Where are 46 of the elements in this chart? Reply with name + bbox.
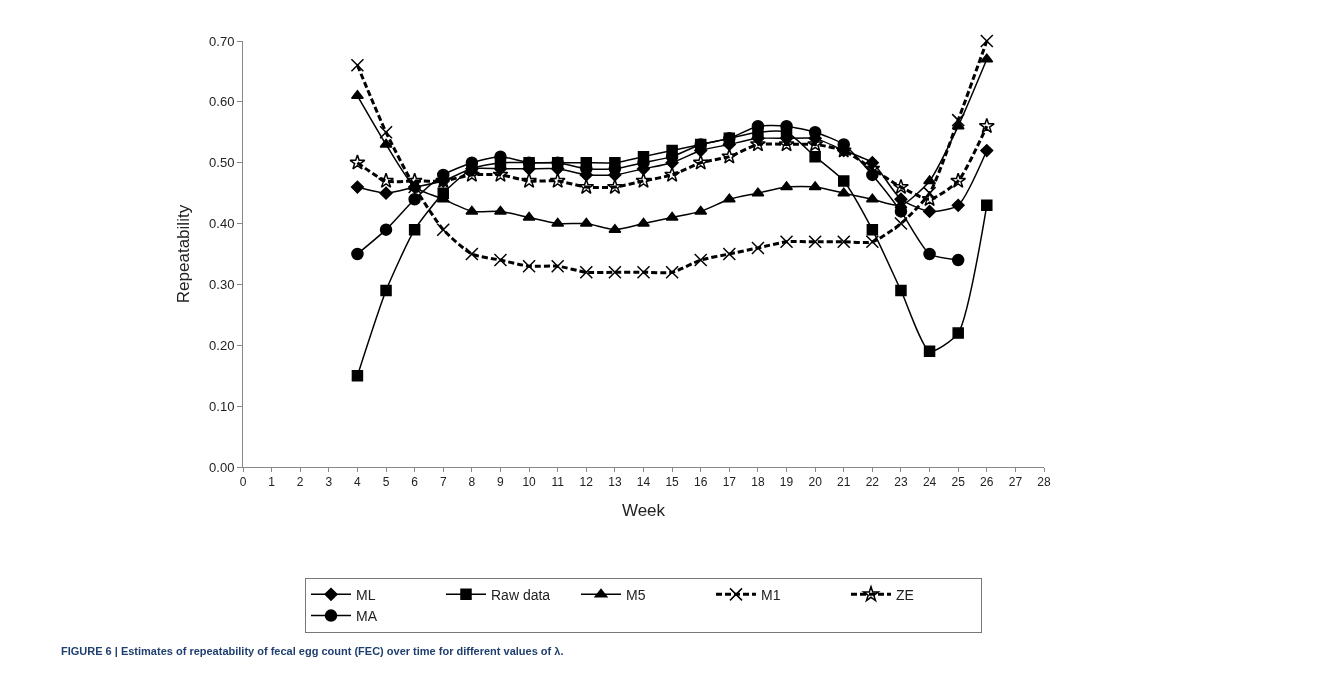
x-tick-label: 8 bbox=[468, 475, 476, 490]
x-tick-label: 26 bbox=[980, 475, 994, 490]
x-tick-label: 4 bbox=[354, 475, 362, 490]
x-tick-label: 22 bbox=[865, 475, 880, 490]
legend-label: M5 bbox=[626, 586, 646, 603]
legend-label: ZE bbox=[896, 586, 914, 603]
y-tick-label: 0.20 bbox=[209, 337, 235, 353]
y-tick-label: 0.30 bbox=[209, 276, 235, 292]
legend-label: M1 bbox=[761, 586, 781, 603]
x-tick-label: 5 bbox=[382, 475, 390, 490]
y-tick-label: 0.10 bbox=[209, 398, 235, 414]
legend-label: Raw data bbox=[491, 586, 551, 603]
x-tick-label: 7 bbox=[439, 475, 447, 490]
x-tick-label: 27 bbox=[1008, 475, 1023, 490]
x-tick-label: 23 bbox=[894, 475, 908, 490]
x-tick-label: 15 bbox=[665, 475, 680, 490]
x-tick-label: 2 bbox=[296, 475, 304, 490]
x-tick-label: 11 bbox=[551, 475, 565, 490]
y-tick-label: 0.70 bbox=[209, 33, 235, 49]
y-tick-label: 0.50 bbox=[209, 155, 235, 171]
legend-label: MA bbox=[356, 608, 378, 625]
x-tick-label: 25 bbox=[951, 475, 966, 490]
x-tick-label: 10 bbox=[522, 475, 537, 490]
x-tick-label: 1 bbox=[268, 475, 276, 490]
x-tick-label: 19 bbox=[779, 475, 794, 490]
y-tick-label: 0.60 bbox=[209, 94, 235, 110]
x-tick-label: 12 bbox=[579, 475, 594, 490]
y-tick-label: 0.40 bbox=[209, 216, 235, 232]
x-tick-label: 17 bbox=[722, 475, 737, 490]
x-tick-label: 13 bbox=[608, 475, 622, 490]
caption: FIGURE 6 | Estimates of repeatability of fecal egg count (FEC) over time for different values of λ. bbox=[61, 645, 564, 657]
legend-label: ML bbox=[356, 586, 376, 603]
x-tick-label: 21 bbox=[837, 475, 851, 490]
x-tick-label: 3 bbox=[325, 475, 333, 490]
y-tick-label: 0.00 bbox=[209, 459, 235, 475]
x-tick-label: 28 bbox=[1037, 475, 1051, 490]
x-tick-label: 16 bbox=[694, 475, 708, 490]
x-tick-label: 0 bbox=[239, 475, 247, 490]
x-tick-label: 20 bbox=[808, 475, 823, 490]
y-axis-title: Repeatability bbox=[173, 204, 193, 304]
x-tick-label: 9 bbox=[497, 475, 505, 490]
x-tick-label: 18 bbox=[751, 475, 765, 490]
x-tick-label: 24 bbox=[922, 475, 937, 490]
x-tick-label: 14 bbox=[636, 475, 651, 490]
x-tick-label: 6 bbox=[411, 475, 419, 490]
x-axis-title: Week bbox=[621, 500, 666, 520]
